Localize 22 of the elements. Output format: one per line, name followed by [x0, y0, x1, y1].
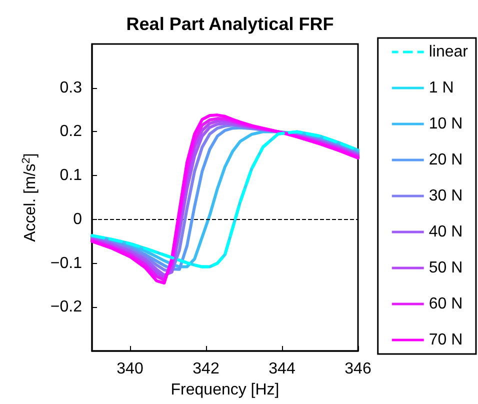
- legend-label: 1 N: [428, 80, 454, 96]
- y-tick-label: 0.1: [60, 167, 82, 184]
- legend-label: linear: [428, 44, 469, 60]
- x-tick-label: 342: [192, 360, 220, 378]
- x-axis-title: Frequency [Hz]: [170, 381, 280, 398]
- y-tick-label: −0.1: [50, 254, 82, 272]
- legend-label: 50 N: [428, 260, 463, 276]
- y-tick-label: 0: [73, 210, 82, 228]
- x-tick-label: 346: [344, 360, 372, 378]
- y-tick-label: 0.3: [60, 79, 82, 96]
- y-tick-label: 0.2: [60, 123, 82, 140]
- legend-label: 30 N: [428, 188, 463, 204]
- legend-label: 20 N: [428, 152, 463, 168]
- legend-label: 60 N: [428, 296, 463, 312]
- y-tick-label: −0.2: [50, 298, 82, 316]
- x-tick-label: 340: [116, 360, 144, 378]
- y-axis-title: Accel. [m/s2]: [20, 153, 39, 242]
- chart-title: Real Part Analytical FRF: [126, 14, 334, 34]
- legend-label: 40 N: [428, 224, 463, 240]
- x-tick-label: 344: [268, 360, 296, 378]
- legend-label: 10 N: [428, 116, 463, 132]
- legend-label: 70 N: [428, 332, 463, 348]
